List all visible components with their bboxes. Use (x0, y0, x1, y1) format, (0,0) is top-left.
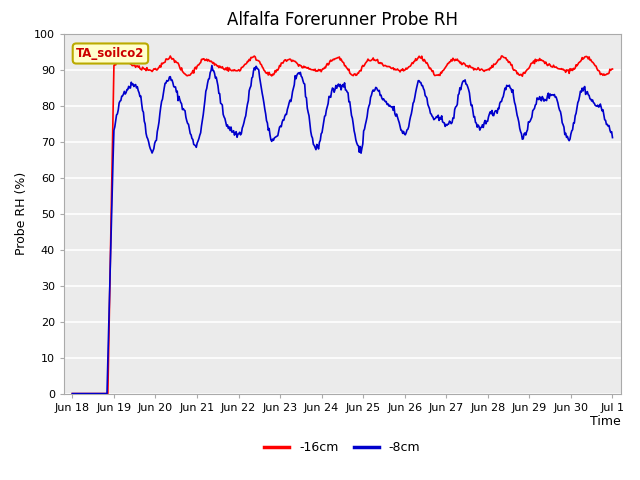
Text: TA_soilco2: TA_soilco2 (76, 47, 145, 60)
Legend: -16cm, -8cm: -16cm, -8cm (259, 436, 426, 459)
X-axis label: Time: Time (590, 415, 621, 429)
Y-axis label: Probe RH (%): Probe RH (%) (15, 172, 28, 255)
Title: Alfalfa Forerunner Probe RH: Alfalfa Forerunner Probe RH (227, 11, 458, 29)
